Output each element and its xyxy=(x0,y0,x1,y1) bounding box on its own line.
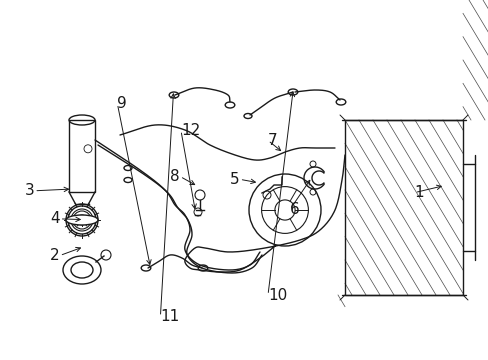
Text: 11: 11 xyxy=(160,309,179,324)
Text: 6: 6 xyxy=(289,202,299,217)
Ellipse shape xyxy=(66,215,98,225)
Text: 3: 3 xyxy=(24,183,34,198)
Text: 8: 8 xyxy=(170,169,180,184)
Bar xyxy=(345,120,462,295)
Bar xyxy=(69,120,95,192)
Text: 4: 4 xyxy=(50,211,60,226)
Text: 5: 5 xyxy=(229,172,239,187)
Text: 10: 10 xyxy=(267,288,286,303)
Text: 2: 2 xyxy=(50,248,60,263)
Text: 12: 12 xyxy=(181,123,200,138)
Text: 1: 1 xyxy=(414,185,424,200)
Text: 7: 7 xyxy=(267,133,277,148)
Text: 9: 9 xyxy=(117,96,127,111)
